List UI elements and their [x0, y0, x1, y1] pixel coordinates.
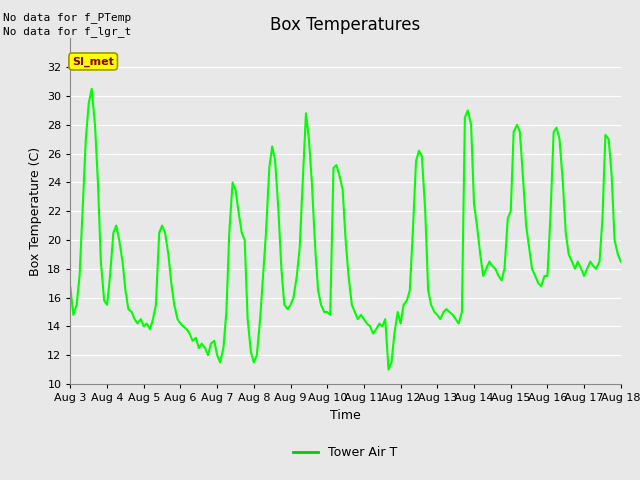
Text: No data for f_PTemp: No data for f_PTemp — [3, 12, 131, 23]
X-axis label: Time: Time — [330, 408, 361, 421]
Text: SI_met: SI_met — [72, 56, 114, 67]
Y-axis label: Box Temperature (C): Box Temperature (C) — [29, 146, 42, 276]
Text: No data for f_lgr_t: No data for f_lgr_t — [3, 26, 131, 37]
Title: Box Temperatures: Box Temperatures — [271, 16, 420, 34]
Legend: Tower Air T: Tower Air T — [289, 441, 403, 464]
